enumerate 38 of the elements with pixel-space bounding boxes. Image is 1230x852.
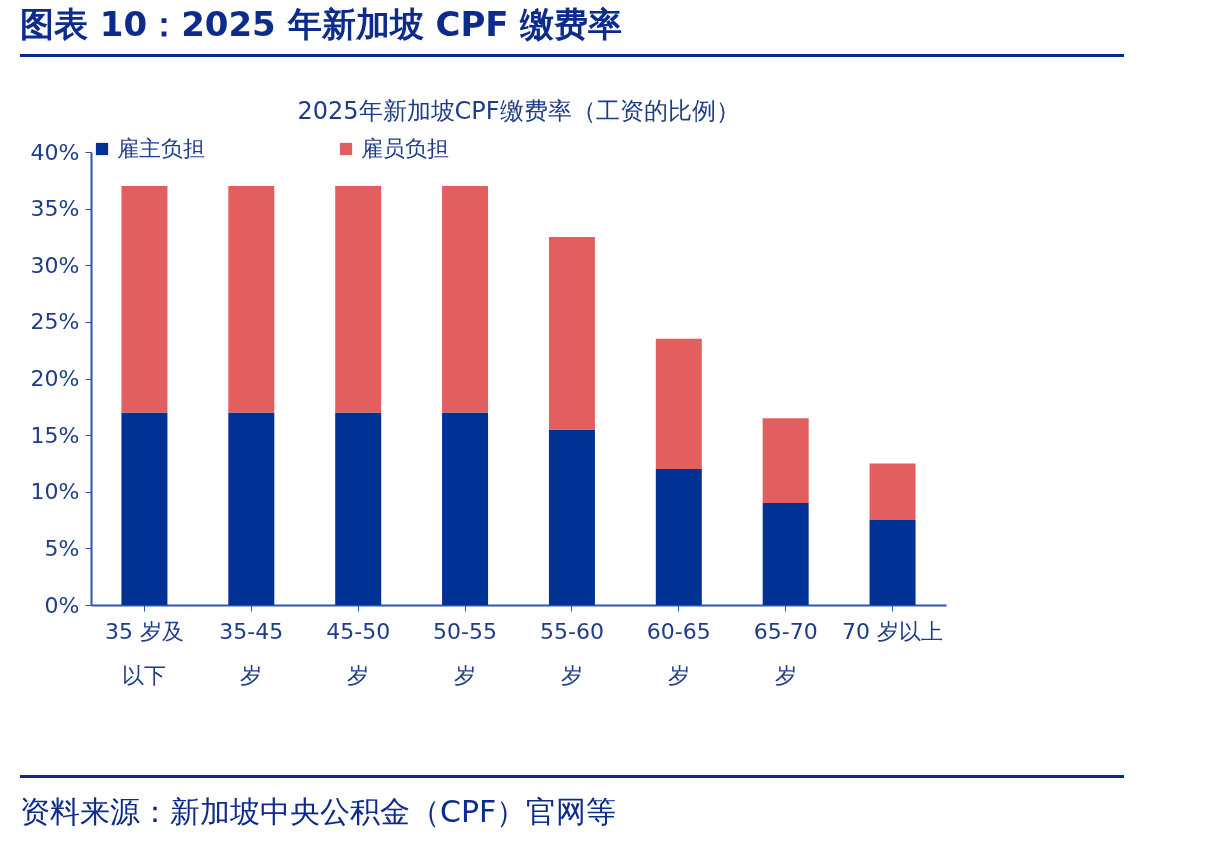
legend-label: 雇员负担 [361, 136, 449, 161]
bar [869, 520, 916, 605]
legend-label: 雇主负担 [117, 136, 205, 161]
x-tick-label: 60-65 岁 [646, 618, 711, 688]
x-tick-label: 50-55 岁 [433, 618, 498, 688]
y-tick-label: 30% [30, 252, 80, 278]
y-tick-label: 5% [44, 535, 80, 561]
bar [228, 412, 275, 605]
y-tick-label: 15% [30, 422, 80, 448]
chart-title: 图表 10：2025 年新加坡 CPF 缴费率 [20, 2, 1124, 57]
bar [655, 338, 702, 470]
x-tick-label: 70 岁以上 [842, 618, 944, 644]
bar [442, 412, 489, 605]
bar [548, 429, 595, 605]
y-tick-label: 25% [30, 309, 80, 335]
bar [655, 469, 702, 605]
y-tick-label: 35% [30, 196, 80, 222]
text: 资料来源：新加坡中央公积金（CPF）官网等 [20, 775, 1124, 833]
x-tick-label: 45-50 岁 [326, 618, 391, 688]
bar [228, 185, 275, 413]
x-tick-label: 55-60 岁 [539, 618, 604, 688]
bar [869, 463, 916, 521]
y-tick-label: 10% [30, 479, 80, 505]
y-tick-label: 0% [44, 592, 80, 618]
bar [335, 185, 382, 413]
bar [762, 503, 809, 605]
bar [121, 185, 168, 413]
x-tick-label: 35 岁及以下 [104, 618, 184, 688]
bar [121, 412, 168, 605]
x-tick-label: 35-45 岁 [219, 618, 284, 688]
bar [762, 418, 809, 504]
y-tick-label: 40% [30, 139, 80, 165]
y-tick-label: 20% [30, 366, 80, 391]
x-tick-label: 65-70 岁 [753, 618, 818, 688]
chart-subtitle: 2025年新加坡CPF缴费率（工资的比例） [297, 97, 740, 125]
bar [335, 412, 382, 605]
bar [548, 236, 595, 430]
bar [442, 185, 489, 413]
